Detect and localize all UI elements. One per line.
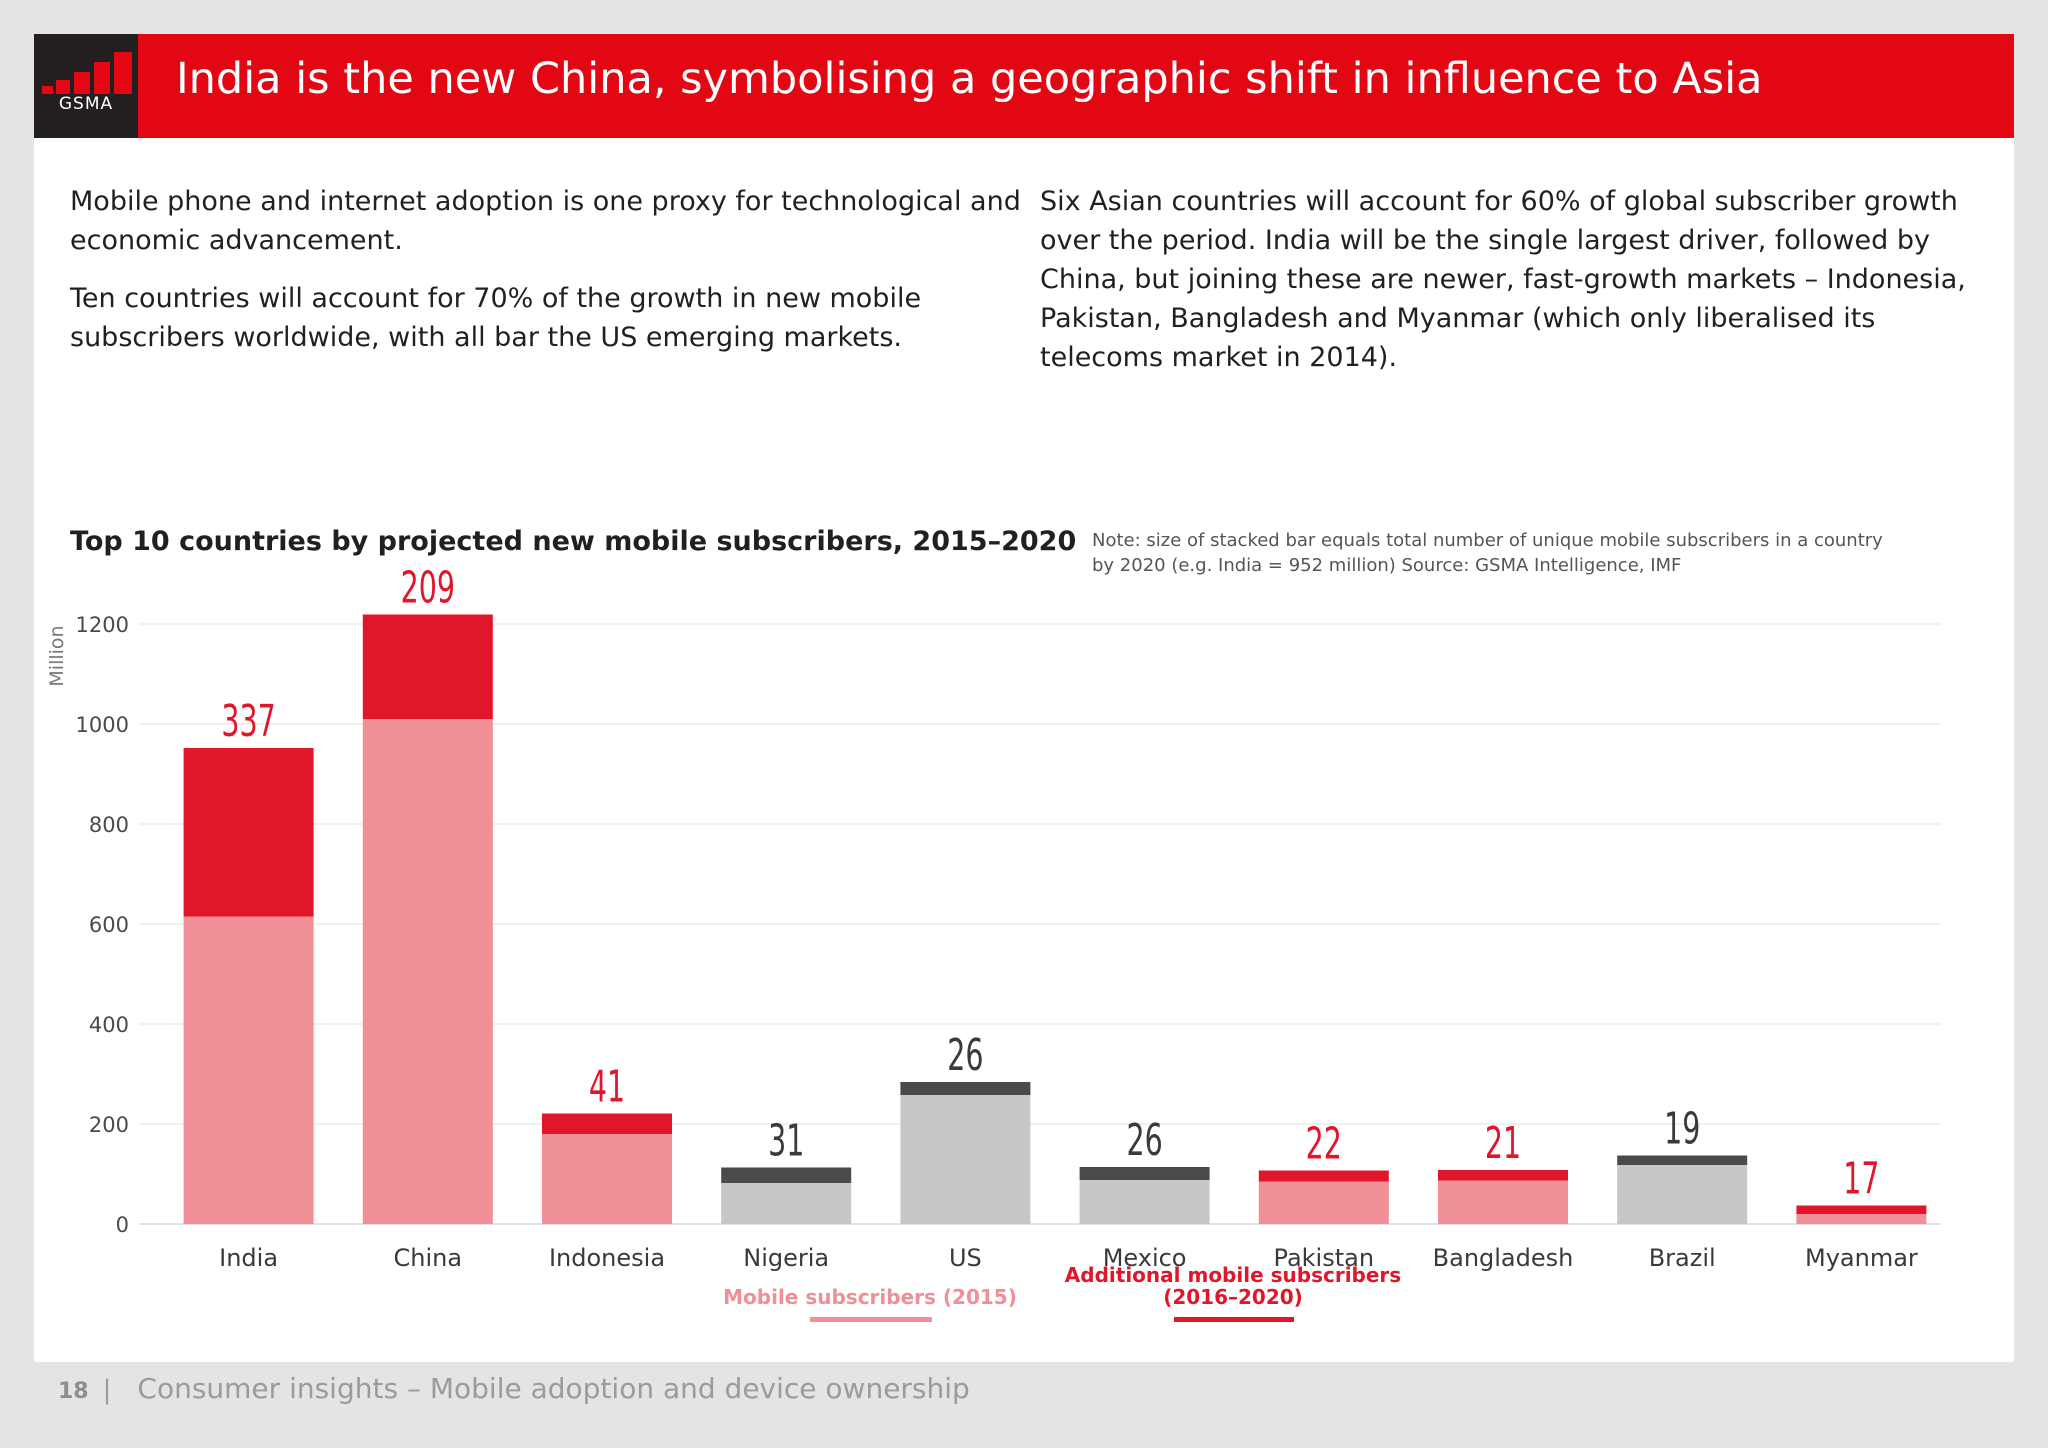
y-tick-label-800: 800 [89, 813, 129, 837]
footer: 18 | Consumer insights – Mobile adoption a… [58, 1372, 970, 1412]
page-title: India is the new China, symbolising a ge… [176, 54, 1763, 104]
x-tick-label-pakistan: Pakistan [1274, 1244, 1375, 1272]
x-tick-label-indonesia: Indonesia [549, 1244, 665, 1272]
page-number: 18 [58, 1379, 89, 1404]
x-tick-label-china: China [394, 1244, 463, 1272]
x-tick-label-brazil: Brazil [1649, 1244, 1716, 1272]
y-tick-label-1000: 1000 [76, 713, 129, 737]
x-tick-label-myanmar: Myanmar [1805, 1244, 1918, 1272]
gsma-logo: GSMA [34, 34, 138, 138]
bar-additional-us [900, 1082, 1031, 1095]
logo-bar-1 [42, 86, 53, 94]
footer-separator: | [102, 1375, 112, 1405]
bar-additional-myanmar [1796, 1205, 1927, 1214]
bar-base-pakistan [1258, 1181, 1389, 1224]
chart-note-line-1: Note: size of stacked bar equals total n… [1092, 530, 1883, 551]
bar-additional-pakistan [1258, 1170, 1389, 1182]
intro-left-paragraph-2: Ten countries will account for 70% of th… [70, 283, 922, 353]
logo-bar-5 [114, 52, 132, 94]
bar-base-mexico [1079, 1180, 1210, 1224]
bar-additional-nigeria [721, 1167, 852, 1183]
chart-note-line-2: by 2020 (e.g. India = 952 million) Sourc… [1092, 555, 1682, 576]
chart-title: Top 10 countries by projected new mobile… [70, 526, 1077, 557]
data-label-indonesia: 41 [589, 1061, 625, 1113]
intro-left-paragraph-1: Mobile phone and internet adoption is on… [70, 186, 1021, 256]
footer-section-title: Consumer insights – Mobile adoption and … [137, 1372, 970, 1405]
data-label-nigeria: 31 [768, 1115, 804, 1167]
legend-label-additional-line-2: (2016–2020) [1163, 1285, 1303, 1309]
data-label-us: 26 [947, 1030, 983, 1082]
bar-additional-indonesia [542, 1113, 672, 1134]
data-label-bangladesh: 21 [1485, 1118, 1521, 1170]
logo-bar-3 [74, 72, 90, 94]
y-tick-label-400: 400 [89, 1013, 129, 1037]
x-tick-label-us: US [949, 1244, 982, 1272]
data-label-brazil: 19 [1664, 1103, 1700, 1155]
slide-page: GSMA India is the new China, symbolising… [34, 34, 2014, 1362]
data-label-china: 209 [401, 562, 455, 614]
x-tick-label-india: India [219, 1244, 278, 1272]
bar-additional-bangladesh [1438, 1170, 1568, 1181]
y-tick-label-1200: 1200 [76, 613, 129, 637]
bar-base-indonesia [542, 1134, 672, 1224]
x-tick-label-bangladesh: Bangladesh [1433, 1244, 1574, 1272]
legend-swatch-base [810, 1317, 932, 1322]
y-tick-label-0: 0 [116, 1213, 129, 1237]
x-tick-label-nigeria: Nigeria [743, 1244, 829, 1272]
x-tick-label-mexico: Mexico [1103, 1244, 1187, 1272]
header-bar: GSMA India is the new China, symbolising… [34, 34, 2014, 138]
logo-text: GSMA [58, 94, 114, 114]
bar-additional-brazil [1617, 1155, 1748, 1165]
data-label-mexico: 26 [1126, 1115, 1162, 1167]
bar-additional-india [183, 748, 314, 917]
bar-base-india [183, 916, 314, 1224]
bar-base-brazil [1617, 1165, 1748, 1224]
y-axis-label: Million [46, 625, 68, 686]
legend-label-base: Mobile subscribers (2015) [723, 1285, 1017, 1309]
bar-base-us [900, 1095, 1031, 1224]
legend-swatch-additional [1174, 1317, 1294, 1322]
legend-label-additional-line-1: Additional mobile subscribers [1065, 1263, 1401, 1287]
bar-base-myanmar [1796, 1214, 1927, 1224]
bar-base-bangladesh [1438, 1180, 1568, 1224]
logo-bar-4 [94, 62, 110, 94]
logo-bar-2 [56, 80, 70, 94]
bar-additional-china [362, 614, 493, 719]
stacked-bar-chart: 0 200 400 600 800 1000 1200 Million 337 India 209 C… [46, 562, 1941, 1322]
bar-base-nigeria [721, 1183, 852, 1224]
chart-note: Note: size of stacked bar equals total n… [1092, 528, 1992, 578]
data-label-india: 337 [221, 696, 275, 748]
intro-right-paragraph: Six Asian countries will account for 60%… [1040, 186, 1966, 373]
y-tick-label-600: 600 [89, 913, 129, 937]
y-tick-label-200: 200 [89, 1113, 129, 1137]
bar-additional-mexico [1079, 1167, 1210, 1180]
data-label-myanmar: 17 [1843, 1153, 1879, 1205]
data-label-pakistan: 22 [1306, 1118, 1342, 1170]
bar-base-china [362, 719, 493, 1224]
